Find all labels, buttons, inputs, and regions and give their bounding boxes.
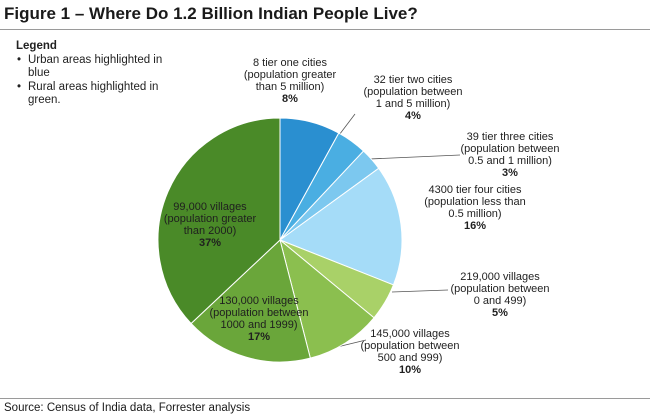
- slice-label-0: 8 tier one cities (population greater than…: [244, 57, 337, 105]
- slice-label-2: 39 tier three cities (population between 0…: [460, 131, 559, 179]
- slice-value-7: 37%: [199, 237, 221, 249]
- slice-value-0: 8%: [282, 93, 298, 105]
- legend-heading: Legend: [16, 40, 57, 52]
- slice-label-7: 99,000 villages (population greater than 2…: [164, 201, 257, 249]
- pie-slice-3: [278, 167, 403, 286]
- slice-value-3: 16%: [464, 220, 486, 232]
- pie-slice-6: [190, 239, 311, 363]
- figure-title: Figure 1 – Where Do 1.2 Billion Indian P…: [4, 4, 418, 23]
- slice-label-5: 145,000 villages (population between 500 a…: [360, 328, 459, 376]
- pie-slice-5: [279, 238, 375, 359]
- slice-value-1: 4%: [405, 110, 421, 122]
- legend-item-urban: Urban areas highlighted in blue: [16, 54, 176, 80]
- slice-label-6: 130,000 villages (population between 1000 …: [209, 295, 308, 343]
- legend: Legend Urban areas highlighted in blue R…: [16, 40, 176, 108]
- legend-list: Urban areas highlighted in blue Rural ar…: [16, 54, 176, 107]
- title-divider: [0, 29, 650, 30]
- legend-item-rural: Rural areas highlighted in green.: [16, 81, 176, 107]
- slice-value-4: 5%: [492, 307, 508, 319]
- slice-label-1: 32 tier two cities (population between 1 a…: [363, 74, 462, 122]
- pie-slice-7: [157, 117, 281, 325]
- source-divider: [0, 398, 650, 399]
- source-note: Source: Census of India data, Forrester …: [4, 402, 251, 414]
- slice-value-6: 17%: [248, 331, 270, 343]
- slice-value-2: 3%: [502, 167, 518, 179]
- slice-value-5: 10%: [399, 364, 421, 376]
- slice-label-3: 4300 tier four cities (population less th…: [424, 184, 526, 232]
- leader-line-4: [391, 289, 449, 293]
- slice-label-4: 219,000 villages (population between 0 and…: [450, 271, 549, 319]
